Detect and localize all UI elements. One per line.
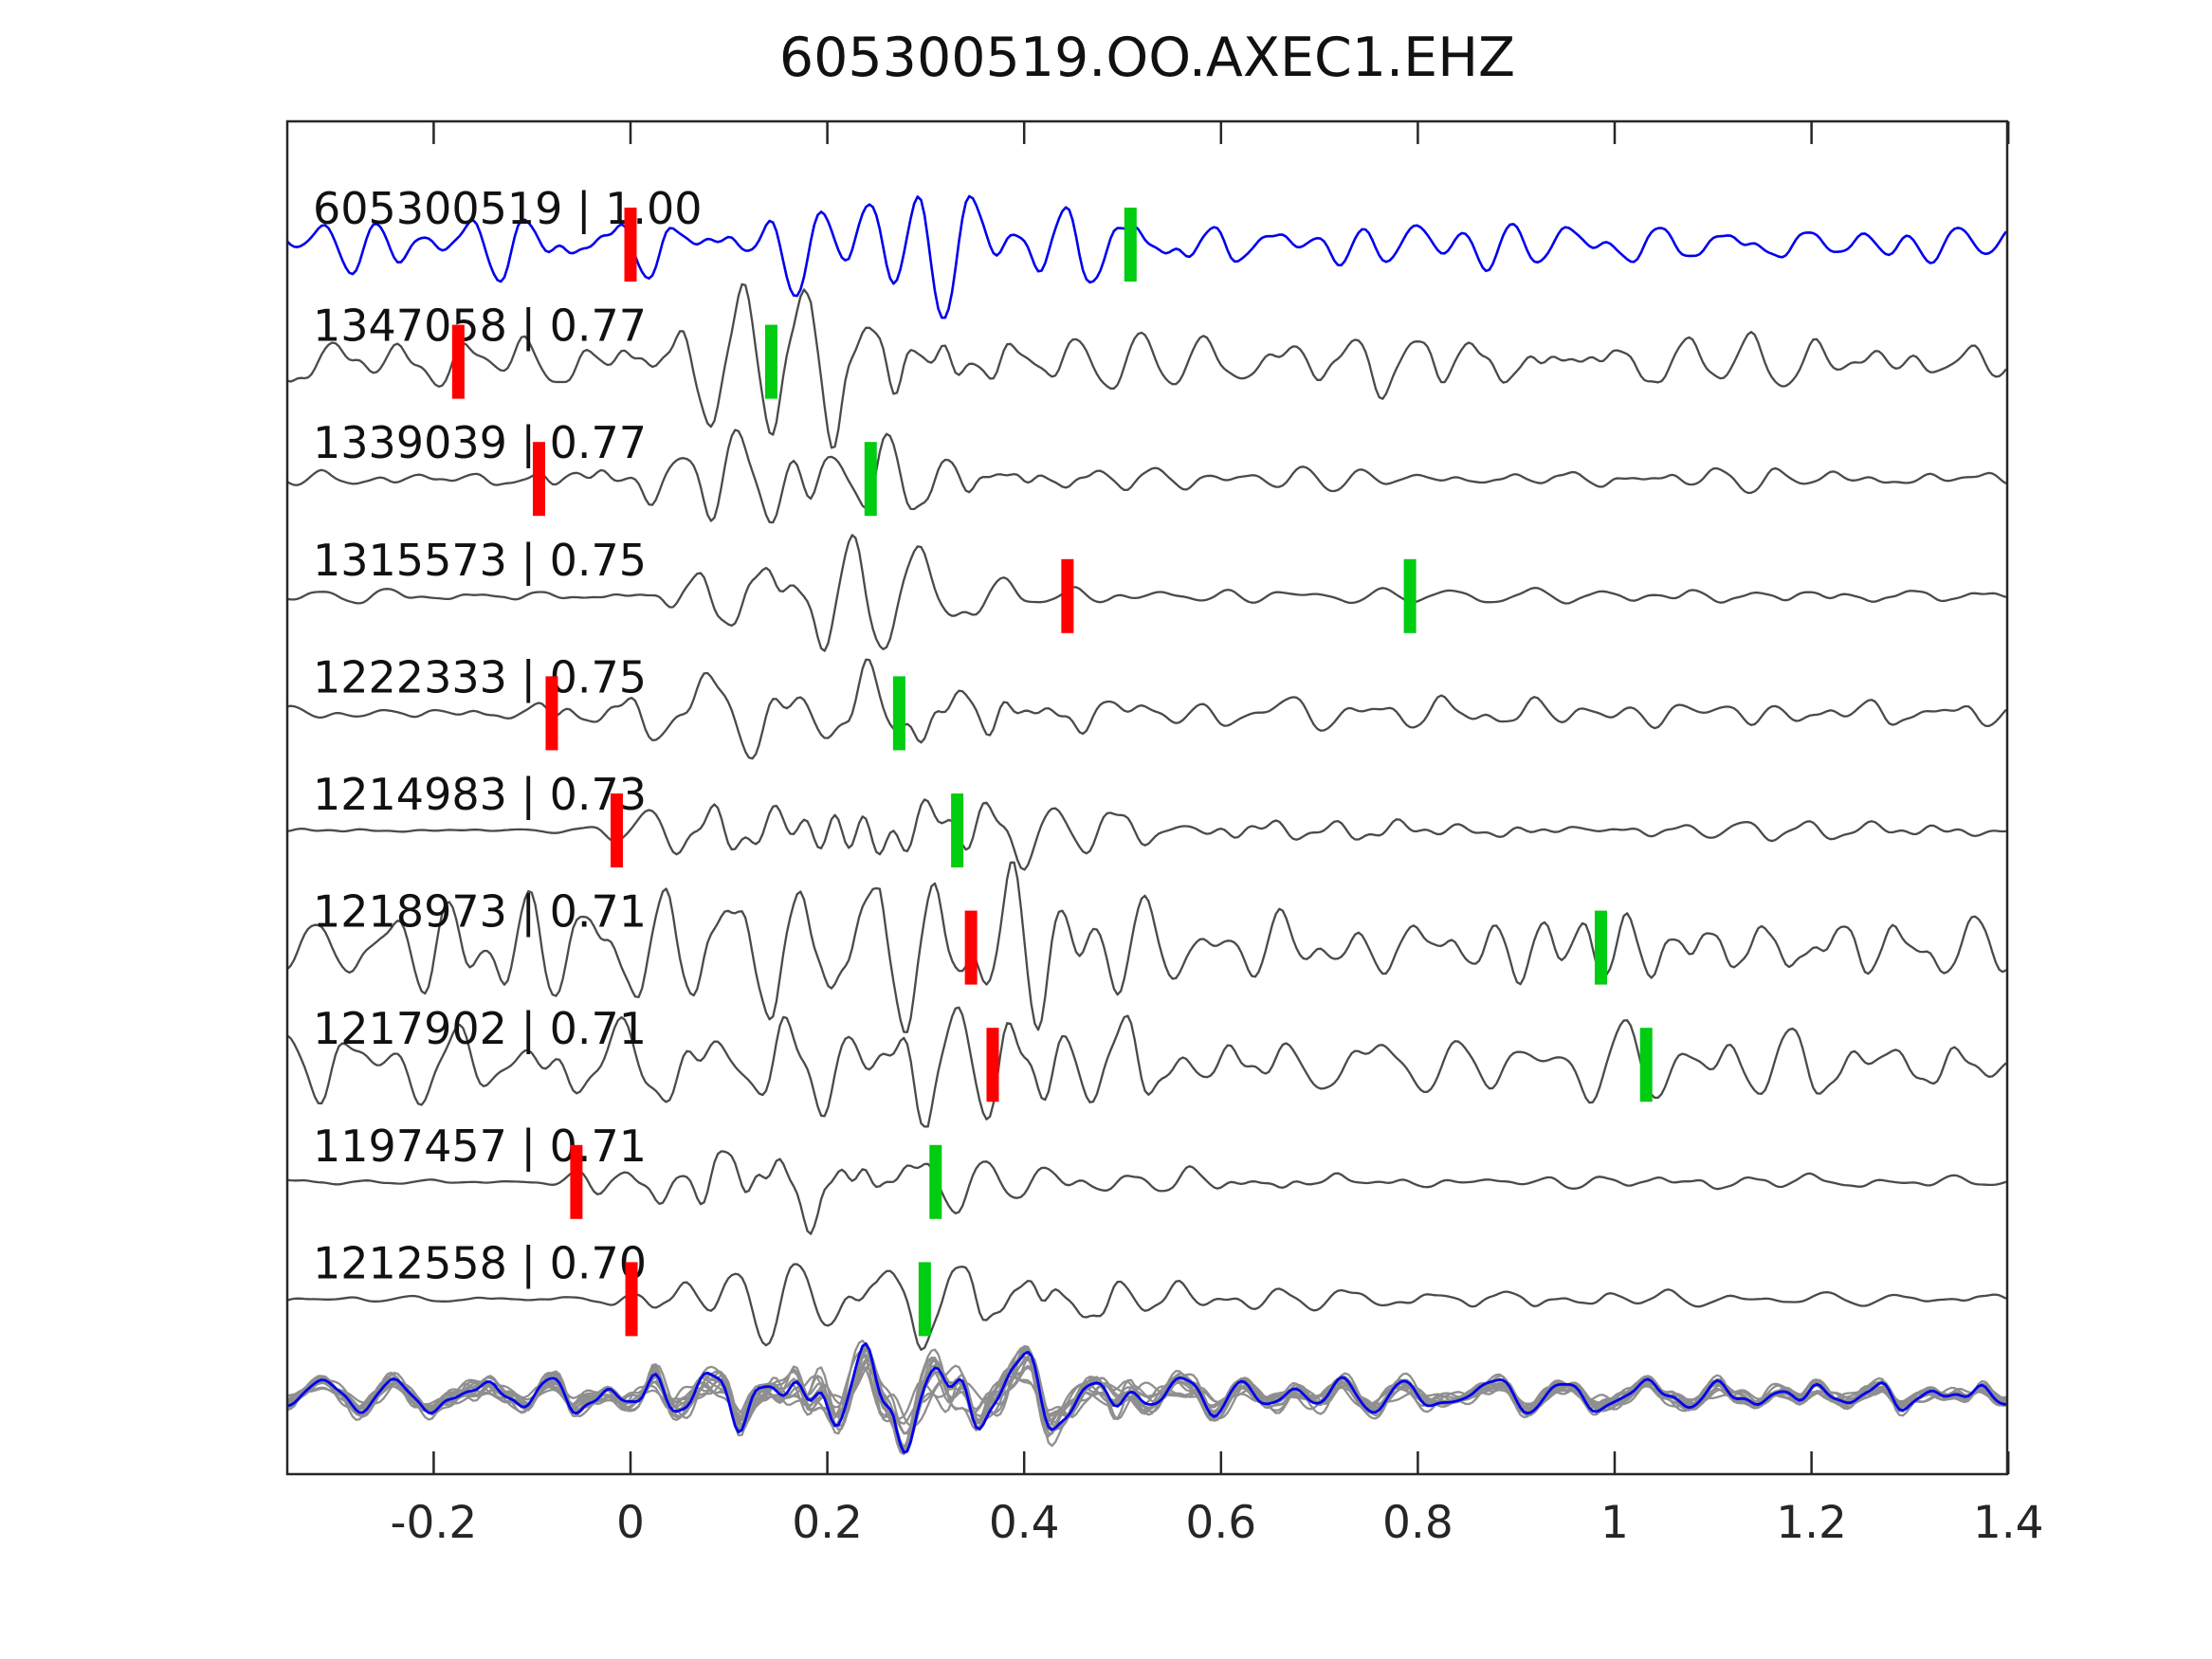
x-axis-tick-label: -0.2 xyxy=(391,1497,478,1549)
overlay-detection-trace xyxy=(287,1349,2007,1455)
detection-trace-path xyxy=(287,658,2007,760)
x-axis-tick-label: 1.4 xyxy=(1973,1497,2044,1549)
overlay-template-trace xyxy=(287,1342,2007,1454)
detection-trace-path xyxy=(287,283,2007,449)
template-pick-marker-red xyxy=(610,793,623,867)
trace-label: 1222333 | 0.75 xyxy=(313,651,647,703)
detection-pick-marker-green xyxy=(918,1262,931,1337)
detection-trace-path xyxy=(287,798,2006,871)
detection-trace-path xyxy=(287,1263,2007,1351)
detection-pick-marker-green xyxy=(929,1144,942,1219)
template-pick-marker-red xyxy=(625,1262,638,1337)
overlay-detection-trace xyxy=(287,1347,2007,1448)
detection-pick-marker-green xyxy=(892,676,905,751)
detection-pick-marker-green xyxy=(864,442,877,517)
template-trace-path xyxy=(287,194,2007,319)
template-pick-marker-red xyxy=(986,1028,999,1103)
trace-label: 1217902 | 0.71 xyxy=(313,1003,647,1055)
template-pick-marker-red xyxy=(1061,558,1074,633)
trace-label: 1315573 | 0.75 xyxy=(313,535,647,587)
template-pick-marker-red xyxy=(570,1144,583,1219)
template-pick-marker-red xyxy=(545,676,558,751)
trace-label: 1347058 | 0.77 xyxy=(313,301,647,353)
x-axis-tick-label: 0.2 xyxy=(792,1497,863,1549)
detection-trace-path xyxy=(287,861,2007,1033)
plot-border xyxy=(285,119,2009,1476)
detection-trace-path xyxy=(287,534,2007,652)
x-axis-tick-label: 1.2 xyxy=(1776,1497,1847,1549)
x-axis-tick-label: 0.8 xyxy=(1382,1497,1453,1549)
trace-label: 605300519 | 1.00 xyxy=(313,183,703,235)
trace-label: 1197457 | 0.71 xyxy=(313,1121,647,1173)
detection-trace-path xyxy=(287,428,2007,524)
detection-trace-path xyxy=(287,1006,2007,1128)
traces-group xyxy=(287,194,2007,1455)
detection-pick-marker-green xyxy=(1124,208,1137,282)
detection-pick-marker-green xyxy=(951,793,964,867)
template-pick-marker-red xyxy=(532,442,545,517)
detection-pick-marker-green xyxy=(1594,910,1607,985)
detection-pick-marker-green xyxy=(764,324,777,399)
template-pick-marker-red xyxy=(624,208,637,282)
trace-label: 1218973 | 0.71 xyxy=(313,886,647,939)
x-axis-tick-label: 0 xyxy=(616,1497,645,1549)
trace-label: 1214983 | 0.73 xyxy=(313,769,647,821)
template-pick-marker-red xyxy=(964,910,978,985)
x-axis-tick-label: 0.4 xyxy=(989,1497,1060,1549)
detection-pick-marker-green xyxy=(1639,1028,1653,1103)
template-pick-marker-red xyxy=(451,324,465,399)
x-axis-tick-label: 1 xyxy=(1600,1497,1629,1549)
detection-pick-marker-green xyxy=(1403,558,1417,633)
figure-title: 605300519.OO.AXEC1.EHZ xyxy=(779,27,1515,89)
trace-label: 1212558 | 0.70 xyxy=(313,1237,647,1289)
x-axis-tick-label: 0.6 xyxy=(1185,1497,1256,1549)
trace-label: 1339039 | 0.77 xyxy=(313,417,647,469)
